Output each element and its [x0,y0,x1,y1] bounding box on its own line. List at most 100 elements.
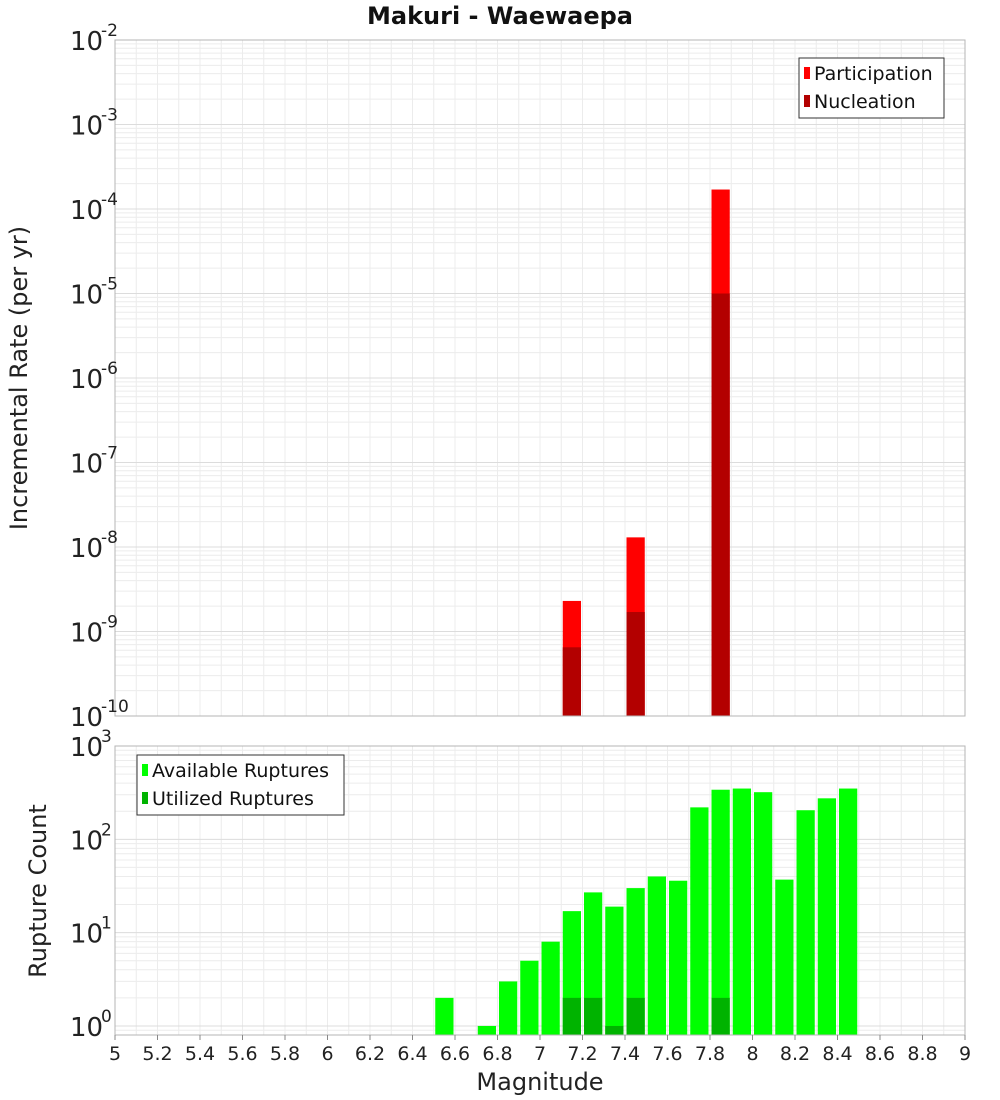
y-tick-exponent: -7 [101,444,118,464]
x-tick-label: 6.8 [482,1043,512,1065]
y-tick-base: 10 [70,281,103,311]
legend-entry: Participation [814,63,933,85]
legend-swatch [804,67,810,79]
bottom-bar-available-ruptures [669,880,688,1035]
y-tick-base: 10 [70,196,103,226]
y-tick-exponent: -5 [101,275,118,295]
y-tick-exponent: -6 [101,359,118,379]
y-tick-label: 10-3 [70,106,118,142]
y-tick-base: 10 [70,703,103,733]
bottom-bar-utilized-ruptures [584,997,603,1035]
x-tick-label: 8 [746,1043,758,1065]
y-tick-base: 10 [70,450,103,480]
bottom-bar-available-ruptures [754,792,773,1035]
y-tick-base: 10 [70,619,103,649]
x-tick-label: 9 [959,1043,971,1065]
top-bars [562,189,730,716]
bottom-bar-available-ruptures [435,997,454,1035]
y-tick-label: 10-7 [70,444,118,480]
bottom-bar-available-ruptures [499,981,518,1035]
x-tick-label: 6.4 [397,1043,427,1065]
x-tick-label: 6.2 [355,1043,385,1065]
legend-entry: Utilized Ruptures [152,788,314,810]
bottom-legend: Available Ruptures Utilized Ruptures [136,754,345,816]
y-tick-label: 102 [70,820,112,856]
chart-title: Makuri - Waewaepa [367,2,633,30]
y-tick-base: 10 [70,920,103,950]
top-legend: Participation Nucleation [798,57,945,119]
bottom-x-ticks: 5 5.2 5.4 5.6 5.8 6 6.2 6.4 6.6 6.8 7 7.2 7.4 7.6 7.8 8… [109,1035,971,1065]
x-tick-label: 6.6 [440,1043,470,1065]
top-bar-nucleation [626,612,645,716]
x-tick-label: 5.4 [185,1043,215,1065]
x-tick-label: 7.8 [695,1043,725,1065]
y-tick-label: 10-5 [70,275,118,311]
y-tick-label: 10-6 [70,359,118,395]
top-legend-box [798,57,945,119]
bottom-bar-available-ruptures [711,789,730,1035]
y-tick-base: 10 [70,365,103,395]
bottom-bars [435,788,858,1035]
top-grid [115,40,965,716]
bottom-bar-available-ruptures [775,879,794,1035]
x-tick-label: 5 [109,1043,121,1065]
y-tick-exponent: -3 [101,106,118,126]
x-axis-label: Magnitude [476,1068,603,1096]
y-tick-base: 10 [70,27,103,57]
y-tick-exponent: -10 [101,697,129,717]
x-tick-label: 7.2 [567,1043,597,1065]
y-tick-base: 10 [70,826,103,856]
y-tick-exponent: -9 [101,613,118,633]
bottom-bar-available-ruptures [605,906,624,1035]
bottom-bar-available-ruptures [647,876,666,1035]
y-tick-label: 103 [70,727,112,763]
y-tick-base: 10 [70,1013,103,1043]
legend-entry: Available Ruptures [152,760,329,782]
y-tick-exponent: 2 [101,820,112,840]
y-tick-label: 10-4 [70,190,118,226]
y-tick-base: 10 [70,534,103,564]
x-tick-label: 8.8 [907,1043,937,1065]
y-tick-base: 10 [70,112,103,142]
y-tick-exponent: 0 [101,1007,112,1027]
x-tick-label: 8.4 [822,1043,852,1065]
x-tick-label: 7.6 [652,1043,682,1065]
y-tick-label: 10-9 [70,613,118,649]
legend-swatch [804,95,810,107]
y-tick-label: 100 [70,1007,112,1043]
y-tick-label: 10-10 [70,697,129,733]
y-tick-exponent: -4 [101,190,118,210]
top-bar-nucleation [711,293,730,716]
bottom-bar-available-ruptures [520,960,539,1035]
legend-entry: Nucleation [814,91,916,113]
bottom-bar-available-ruptures [796,810,815,1035]
bottom-bar-available-ruptures [839,788,858,1035]
legend-swatch [142,764,148,776]
bottom-legend-box [136,754,345,816]
bottom-bar-available-ruptures [541,941,560,1035]
x-tick-label: 8.6 [865,1043,895,1065]
bottom-y-axis-label: Rupture Count [24,804,52,978]
y-tick-label: 10-8 [70,528,118,564]
bottom-bar-available-ruptures [477,1025,496,1035]
bottom-bar-utilized-ruptures [711,997,730,1035]
top-bar-nucleation [562,647,581,716]
bottom-bar-available-ruptures [817,798,836,1035]
bottom-bar-utilized-ruptures [562,997,581,1035]
bottom-bar-utilized-ruptures [626,997,645,1035]
x-tick-label: 7 [534,1043,546,1065]
x-tick-label: 5.6 [227,1043,257,1065]
y-tick-base: 10 [70,733,103,763]
bottom-bar-available-ruptures [690,807,709,1035]
x-tick-label: 7.4 [610,1043,640,1065]
top-plot-frame [114,39,966,717]
top-y-axis-label: Incremental Rate (per yr) [5,226,33,530]
y-tick-exponent: 3 [101,727,112,747]
legend-swatch [142,792,148,804]
x-tick-label: 6 [321,1043,333,1065]
